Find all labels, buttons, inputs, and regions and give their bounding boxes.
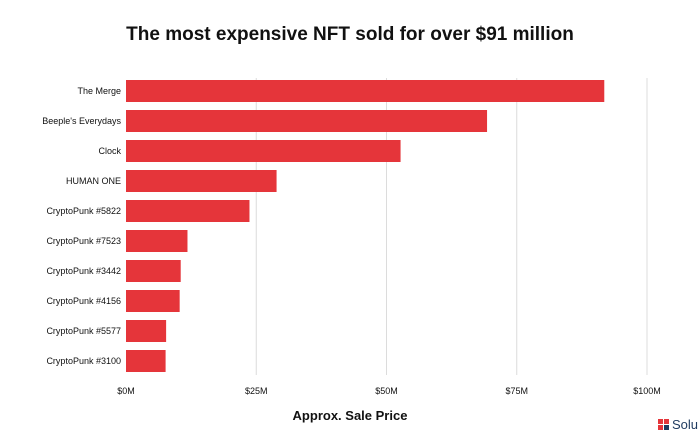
- bar: [126, 290, 180, 312]
- category-label: Clock: [98, 146, 121, 156]
- bar: [126, 230, 188, 252]
- logo-icon: [658, 419, 669, 430]
- bar: [126, 110, 488, 132]
- x-tick-label: $50M: [375, 386, 398, 396]
- category-labels: The Merge Beeple's Everydays Clock HUMAN ON…: [42, 86, 121, 366]
- x-tick-label: $100M: [633, 386, 661, 396]
- category-label: CryptoPunk #3442: [46, 266, 121, 276]
- category-label: CryptoPunk #3100: [46, 356, 121, 366]
- chart-title: The most expensive NFT sold for over $91…: [126, 24, 574, 45]
- category-label: CryptoPunk #7523: [46, 236, 121, 246]
- x-tick-label: $75M: [505, 386, 528, 396]
- category-label: CryptoPunk #5822: [46, 206, 121, 216]
- x-axis-title: Approx. Sale Price: [293, 408, 408, 423]
- x-tick-label: $25M: [245, 386, 268, 396]
- brand-text: Solu: [672, 417, 698, 432]
- x-tick-labels: $0M $25M $50M $75M $100M: [117, 386, 661, 396]
- bar: [126, 170, 277, 192]
- bars: [126, 80, 605, 372]
- bar: [126, 350, 166, 372]
- category-label: The Merge: [77, 86, 121, 96]
- x-tick-label: $0M: [117, 386, 135, 396]
- category-label: HUMAN ONE: [66, 176, 121, 186]
- bar: [126, 200, 250, 222]
- bar: [126, 80, 605, 102]
- brand-logo: Solu: [658, 417, 698, 432]
- bar: [126, 260, 181, 282]
- bar: [126, 320, 167, 342]
- category-label: Beeple's Everydays: [42, 116, 121, 126]
- bar: [126, 140, 401, 162]
- category-label: CryptoPunk #4156: [46, 296, 121, 306]
- category-label: CryptoPunk #5577: [46, 326, 121, 336]
